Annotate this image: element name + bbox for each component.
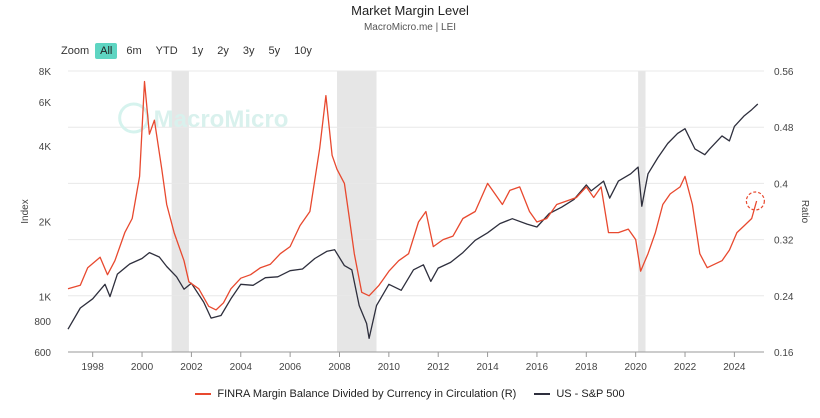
watermark-text: MacroMicro [154, 106, 289, 133]
legend-item-margin[interactable]: FINRA Margin Balance Divided by Currency… [195, 388, 516, 400]
zoom-6m-button[interactable]: 6m [126, 45, 142, 57]
y-right-tick-label-4: 0.48 [774, 123, 794, 134]
x-tick-label-9: 2016 [526, 362, 549, 373]
x-tick-label-10: 2018 [575, 362, 598, 373]
zoom-1y-button[interactable]: 1y [191, 45, 204, 57]
legend-swatch-margin [195, 393, 212, 395]
y-left-tick-label-0: 600 [34, 348, 51, 359]
y-left-axis-label: Index [20, 199, 31, 223]
y-right-tick-label-1: 0.24 [774, 292, 794, 303]
chart-subtitle: MacroMicro.me | LEI [363, 22, 457, 33]
legend-label-sp500: US - S&P 500 [556, 388, 625, 400]
x-tick-label-6: 2010 [378, 362, 401, 373]
zoom-controls: Zoom All 6m YTD 1y 2y 3y 5y 10y [61, 43, 317, 59]
x-tick-label-1: 2000 [131, 362, 154, 373]
zoom-3y-button[interactable]: 3y [242, 45, 255, 57]
y-right-tick-label-5: 0.56 [774, 67, 794, 78]
recession-bands [171, 71, 646, 352]
y-left-tick-label-1: 800 [34, 317, 51, 328]
zoom-all-button[interactable]: All [95, 43, 118, 59]
annotation-dashed-circle [745, 191, 765, 211]
y-left-tick-label-5: 6K [39, 98, 52, 109]
recession-band-2 [638, 71, 646, 352]
y-left-tick-label-3: 2K [39, 217, 52, 228]
y-right-axis-label: Ratio [799, 200, 810, 224]
x-tick-label-4: 2006 [279, 362, 302, 373]
chart-title: Market Margin Level [351, 3, 469, 18]
y-right-tick-label-3: 0.4 [774, 179, 788, 190]
y-right-tick-label-0: 0.16 [774, 348, 794, 359]
zoom-label: Zoom [61, 45, 90, 57]
x-tick-label-7: 2012 [427, 362, 450, 373]
y-right-tick-label-2: 0.32 [774, 236, 794, 247]
series-sp500-line [67, 103, 759, 340]
y-left-tick-label-2: 1K [39, 293, 52, 304]
x-tick-label-5: 2008 [328, 362, 351, 373]
series-margin-line [67, 80, 758, 311]
zoom-5y-button[interactable]: 5y [268, 45, 281, 57]
legend-item-sp500[interactable]: US - S&P 500 [534, 388, 625, 400]
recession-band-0 [171, 71, 189, 352]
x-tick-label-8: 2014 [476, 362, 499, 373]
series-group [67, 80, 765, 340]
legend-label-margin: FINRA Margin Balance Divided by Currency… [217, 388, 517, 400]
legend-swatch-sp500 [534, 393, 551, 395]
zoom-10y-button[interactable]: 10y [294, 45, 312, 57]
axes: 1998 2000 2002 2004 2006 2008 2010 2012 2014 2016… [20, 67, 810, 373]
y-left-tick-label-4: 4K [39, 142, 52, 153]
x-tick-label-11: 2020 [625, 362, 648, 373]
zoom-2y-button[interactable]: 2y [217, 45, 229, 57]
legend: FINRA Margin Balance Divided by Currency… [0, 388, 820, 400]
x-tick-label-0: 1998 [82, 362, 105, 373]
x-tick-label-12: 2022 [674, 362, 697, 373]
gridlines [68, 70, 764, 353]
x-tick-label-13: 2024 [723, 362, 746, 373]
recession-band-1 [337, 71, 377, 352]
x-tick-label-3: 2004 [230, 362, 253, 373]
x-tick-label-2: 2002 [180, 362, 203, 373]
zoom-ytd-button[interactable]: YTD [155, 45, 178, 57]
y-left-tick-label-6: 8K [39, 67, 52, 78]
watermark: MacroMicro [118, 102, 289, 134]
